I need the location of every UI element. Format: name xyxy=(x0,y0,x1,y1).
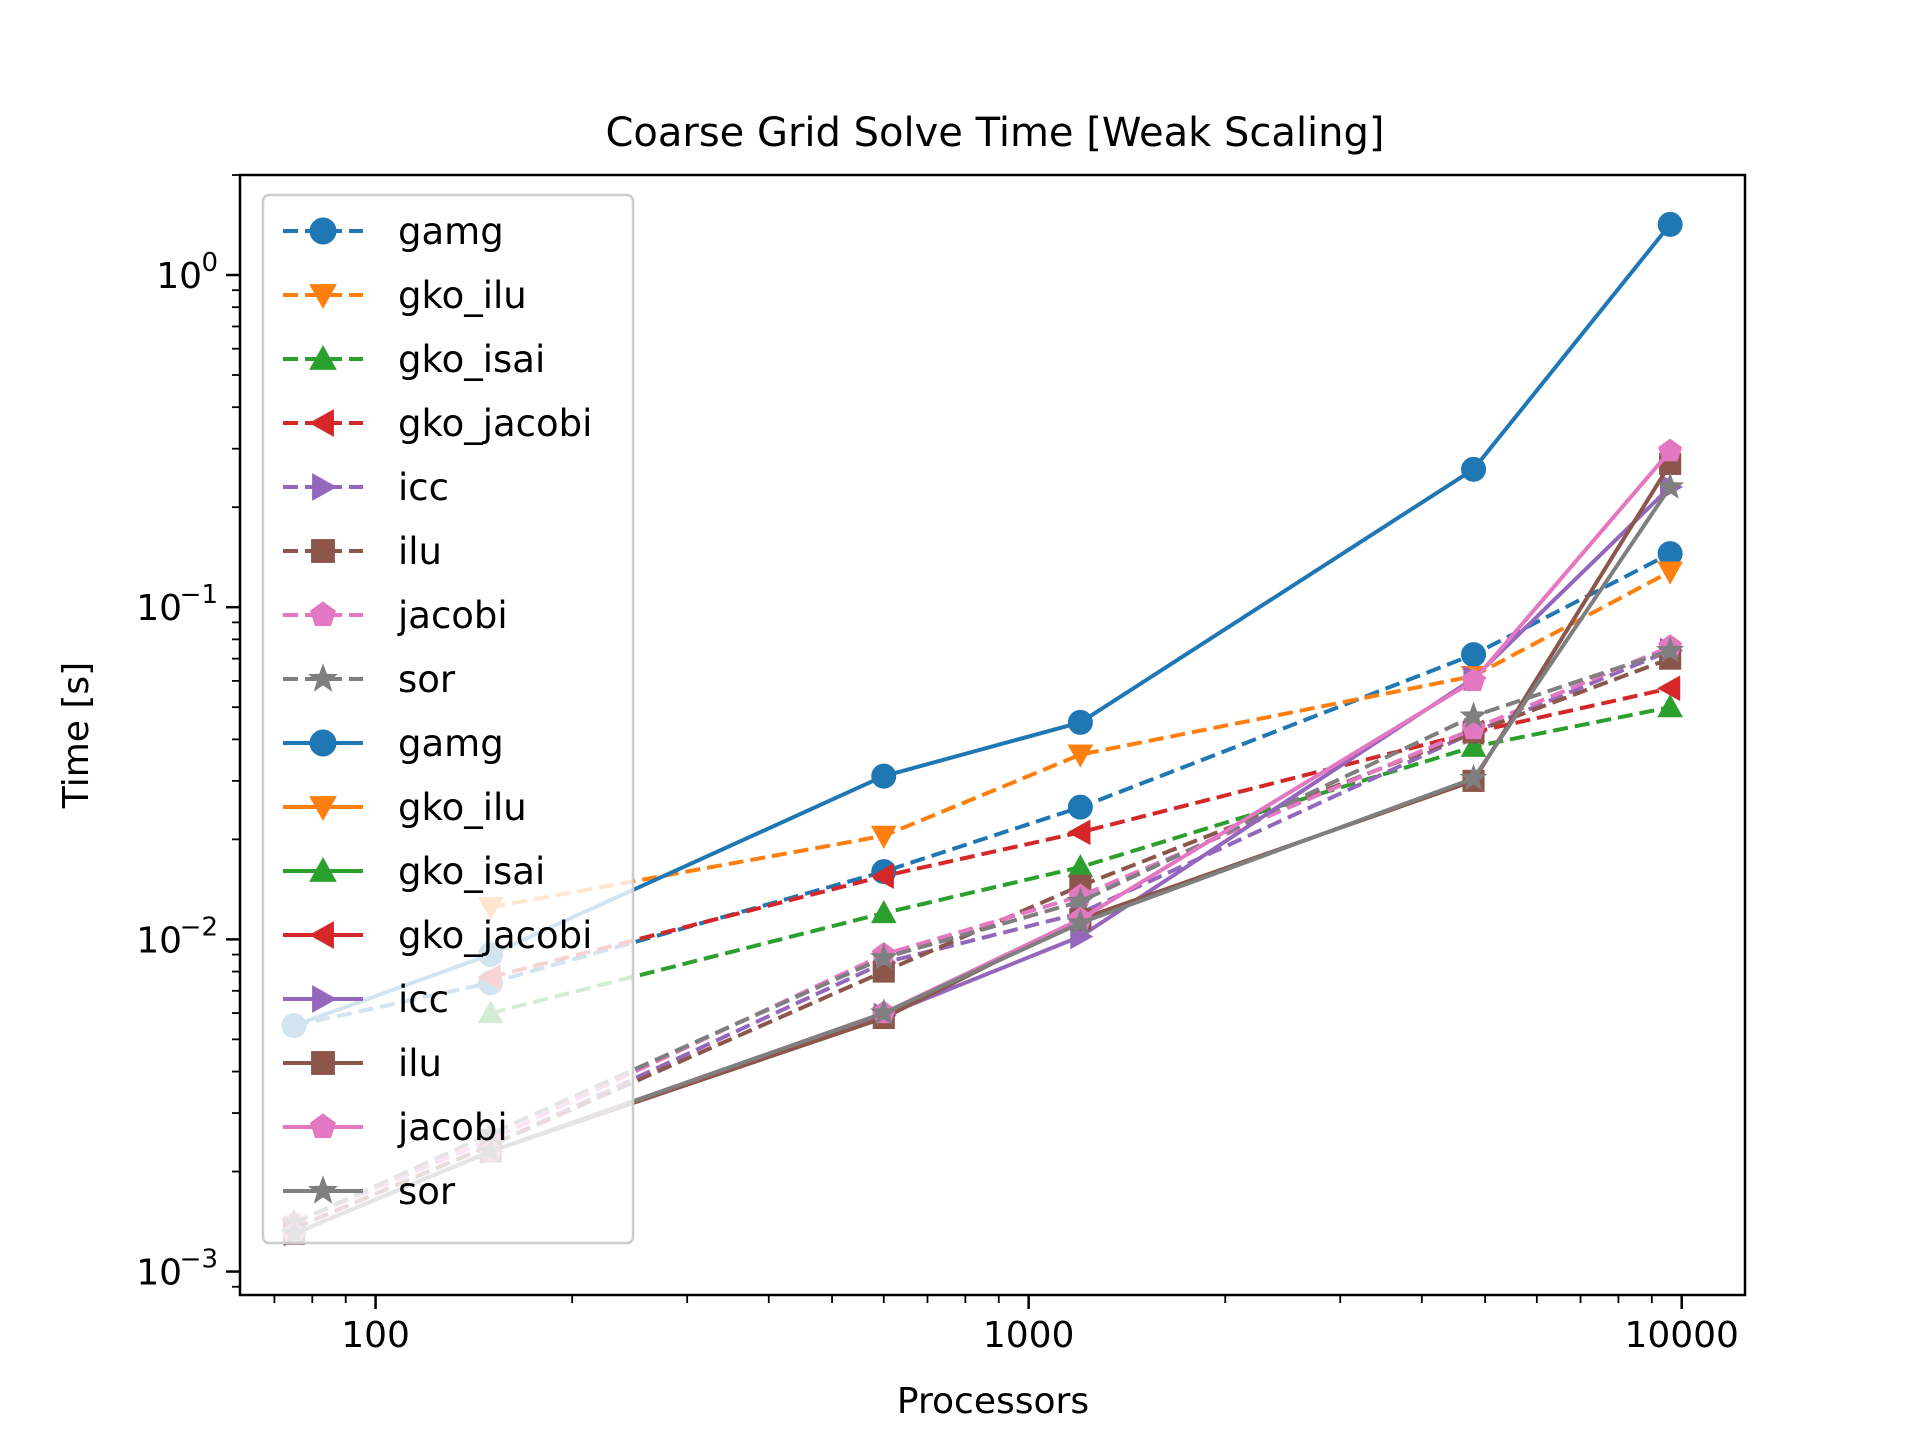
x-tick-label: 100 xyxy=(341,1315,410,1356)
y-tick-label: −110 xyxy=(136,580,218,629)
legend-label: icc xyxy=(398,466,449,509)
data-point xyxy=(1067,854,1094,878)
legend-item-solid-ilu: ilu xyxy=(283,1042,442,1085)
data-point xyxy=(1459,763,1488,791)
data-point xyxy=(1657,694,1683,718)
y-tick-base: 10 xyxy=(136,1253,182,1294)
legend-label: ilu xyxy=(398,1042,442,1085)
legend-label: sor xyxy=(398,658,456,701)
data-point xyxy=(1656,472,1685,499)
legend-label: gko_isai xyxy=(398,850,545,893)
data-point xyxy=(1067,744,1094,768)
y-tick-base: 10 xyxy=(136,920,182,961)
legend-marker xyxy=(312,473,338,501)
legend-item-solid-gko_ilu: gko_ilu xyxy=(283,786,527,829)
x-tick-label: 10000 xyxy=(1624,1315,1739,1356)
legend-item-dashed-ilu: ilu xyxy=(283,530,442,573)
series-line xyxy=(490,569,1672,910)
data-point xyxy=(871,763,897,789)
legend-item-dashed-icc: icc xyxy=(283,466,449,509)
data-point xyxy=(1067,819,1091,846)
data-point xyxy=(1657,561,1683,585)
data-point xyxy=(869,998,898,1025)
x-axis: 100 1000 10000 xyxy=(273,1295,1739,1356)
legend-marker xyxy=(310,1113,336,1139)
legend-label: sor xyxy=(398,1170,456,1213)
data-point xyxy=(1461,456,1487,482)
legend-marker xyxy=(308,409,334,437)
legend-item-dashed-gamg: gamg xyxy=(283,210,504,253)
legend-label: gko_ilu xyxy=(398,274,527,317)
legend: gamggko_ilugko_isaigko_jacobiiccilujacob… xyxy=(261,193,635,1245)
y-tick-exponent: −3 xyxy=(180,1245,218,1275)
legend-item-solid-gko_jacobi: gko_jacobi xyxy=(283,914,592,957)
data-point xyxy=(1461,668,1486,692)
legend-label: gamg xyxy=(398,210,504,253)
data-point xyxy=(1657,675,1681,702)
legend-marker xyxy=(307,663,339,692)
y-tick-base: 10 xyxy=(156,256,202,297)
y-tick-base: 10 xyxy=(136,588,182,629)
legend-label: gko_ilu xyxy=(398,786,527,829)
y-axis-label: Time [s] xyxy=(56,662,97,809)
legend-item-solid-gko_isai: gko_isai xyxy=(283,850,545,893)
legend-label: icc xyxy=(398,978,449,1021)
legend-marker xyxy=(309,217,337,245)
legend-item-solid-jacobi: jacobi xyxy=(283,1106,508,1149)
chart-title: Coarse Grid Solve Time [Weak Scaling] xyxy=(605,110,1384,156)
legend-label: gamg xyxy=(398,722,504,765)
data-point xyxy=(1658,438,1683,462)
y-tick-exponent: −1 xyxy=(180,580,218,610)
y-tick-label: 010 xyxy=(156,248,218,297)
data-point xyxy=(1461,642,1487,668)
x-axis-label: Processors xyxy=(897,1381,1089,1422)
legend-label: jacobi xyxy=(397,594,508,637)
y-tick-label: −210 xyxy=(136,912,218,961)
legend-label: gko_isai xyxy=(398,338,545,381)
data-point xyxy=(870,863,894,889)
legend-item-solid-icc: icc xyxy=(283,978,449,1021)
legend-item-dashed-gko_isai: gko_isai xyxy=(283,338,545,381)
legend-marker xyxy=(309,856,337,882)
data-point xyxy=(1459,701,1488,728)
legend-item-solid-sor: sor xyxy=(283,1170,456,1213)
y-tick-exponent: −2 xyxy=(180,912,218,942)
legend-label: gko_jacobi xyxy=(398,402,592,445)
data-point xyxy=(869,943,898,970)
legend-label: jacobi xyxy=(397,1106,508,1149)
data-point xyxy=(1067,794,1093,820)
data-point xyxy=(1066,908,1095,935)
legend-item-solid-gamg: gamg xyxy=(283,722,504,765)
series-dashed-gko_isai xyxy=(477,694,1683,1024)
legend-marker xyxy=(312,985,338,1013)
legend-marker xyxy=(310,601,336,627)
legend-marker xyxy=(309,729,337,757)
legend-item-dashed-gko_ilu: gko_ilu xyxy=(283,274,527,317)
plot-frame xyxy=(238,173,1747,1297)
legend-marker xyxy=(311,539,335,563)
data-point xyxy=(1657,211,1683,237)
data-point xyxy=(1067,709,1093,735)
legend-item-dashed-gko_jacobi: gko_jacobi xyxy=(283,402,592,445)
x-tick-label: 1000 xyxy=(983,1315,1075,1356)
y-tick-exponent: 0 xyxy=(201,248,218,278)
legend-marker xyxy=(309,344,337,370)
data-point xyxy=(1460,733,1487,757)
legend-label: ilu xyxy=(398,530,442,573)
legend-label: gko_jacobi xyxy=(398,914,592,957)
legend-marker xyxy=(308,921,334,949)
data-point xyxy=(1656,635,1685,663)
legend-box xyxy=(261,193,635,1245)
y-tick-label: −310 xyxy=(136,1245,218,1294)
legend-marker xyxy=(311,1051,335,1075)
data-point xyxy=(870,825,897,849)
legend-marker xyxy=(307,1175,339,1204)
legend-item-dashed-sor: sor xyxy=(283,658,456,701)
legend-marker xyxy=(309,284,337,310)
legend-marker xyxy=(309,796,337,822)
data-point xyxy=(870,900,897,924)
legend-item-dashed-jacobi: jacobi xyxy=(283,594,508,637)
